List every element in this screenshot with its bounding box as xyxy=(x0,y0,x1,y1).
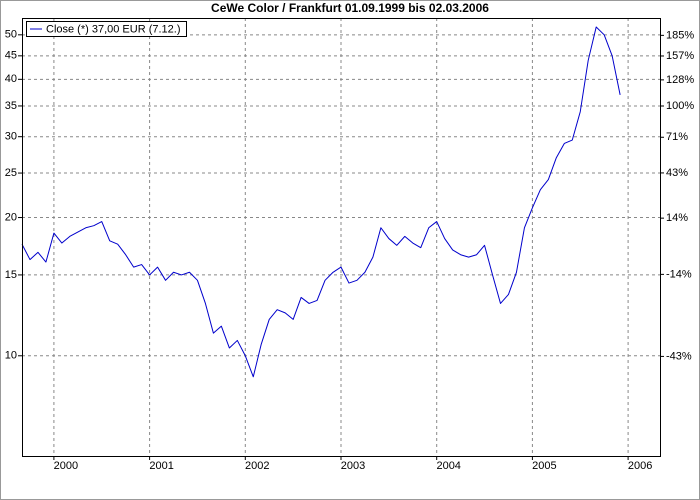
x-tick-label: 2003 xyxy=(341,460,365,472)
grid-layer xyxy=(22,18,660,456)
y-tick-label: 10 xyxy=(5,350,17,362)
y2-tick-label: 185% xyxy=(666,29,694,41)
y2-tick-label: 157% xyxy=(666,50,694,62)
y-tick-label: 50 xyxy=(5,29,17,41)
x-tick-label: 2004 xyxy=(436,460,460,472)
y-tick-label: 40 xyxy=(5,73,17,85)
legend-label: Close (*) 37,00 EUR (7.12.) xyxy=(46,23,181,35)
y-tick-label: 25 xyxy=(5,167,17,179)
x-tick-label: 2000 xyxy=(54,460,78,472)
data-layer xyxy=(21,26,621,378)
y-tick-label: 30 xyxy=(5,131,17,143)
x-tick-label: 2002 xyxy=(245,460,269,472)
chart-title: CeWe Color / Frankfurt 01.09.1999 bis 02… xyxy=(211,1,489,15)
x-tick-label: 2001 xyxy=(149,460,173,472)
legend-box xyxy=(26,21,187,37)
y-tick-label: 35 xyxy=(5,100,17,112)
y-tick-label: 45 xyxy=(5,50,17,62)
y2-tick-label: 100% xyxy=(666,100,694,112)
price-line xyxy=(21,26,621,378)
x-tick-label: 2005 xyxy=(532,460,556,472)
y2-tick-label: 43% xyxy=(666,167,688,179)
y-tick-label: 20 xyxy=(5,211,17,223)
y-tick-label: 15 xyxy=(5,269,17,281)
y2-tick-label: 128% xyxy=(666,74,694,86)
y2-tick-label: -43% xyxy=(666,350,692,362)
y2-tick-label: 14% xyxy=(666,212,688,224)
y2-tick-label: -14% xyxy=(666,268,692,280)
x-tick-label: 2006 xyxy=(628,460,652,472)
y2-tick-label: 71% xyxy=(666,131,688,143)
